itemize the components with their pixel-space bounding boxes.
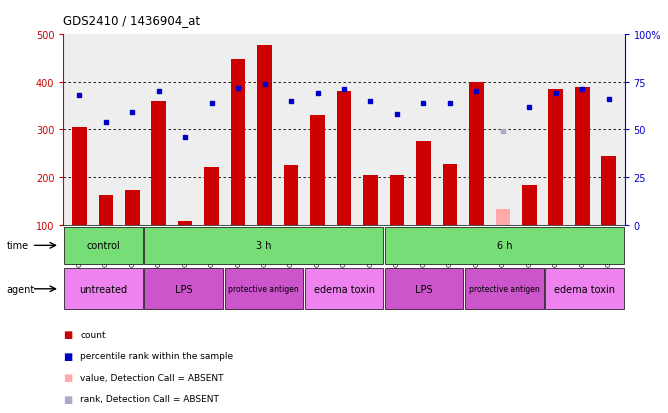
Bar [548, 90, 563, 225]
Text: edema toxin: edema toxin [313, 284, 375, 294]
Text: LPS: LPS [415, 284, 433, 294]
Text: ■: ■ [63, 351, 73, 361]
Bar [601, 156, 616, 225]
Text: untreated: untreated [79, 284, 128, 294]
Text: agent: agent [7, 284, 35, 294]
Bar [144, 227, 383, 264]
Text: ■: ■ [63, 394, 73, 404]
Text: time: time [7, 241, 29, 251]
Bar [125, 191, 140, 225]
Text: edema toxin: edema toxin [554, 284, 615, 294]
Bar [64, 268, 143, 310]
Text: 6 h: 6 h [496, 241, 512, 251]
Text: rank, Detection Call = ABSENT: rank, Detection Call = ABSENT [80, 394, 219, 404]
Bar [224, 268, 303, 310]
Text: GDS2410 / 1436904_at: GDS2410 / 1436904_at [63, 14, 200, 27]
Bar [64, 227, 143, 264]
Bar [99, 195, 113, 225]
Bar [178, 221, 192, 225]
Bar [257, 45, 272, 225]
Bar [469, 83, 484, 225]
Text: percentile rank within the sample: percentile rank within the sample [80, 351, 233, 361]
Bar [385, 227, 624, 264]
Bar [72, 128, 87, 225]
Text: count: count [80, 330, 106, 339]
Text: ■: ■ [63, 330, 73, 339]
Bar [231, 60, 245, 225]
Bar [496, 209, 510, 225]
Bar [545, 268, 624, 310]
Bar [385, 268, 464, 310]
Text: ■: ■ [63, 373, 73, 382]
Text: value, Detection Call = ABSENT: value, Detection Call = ABSENT [80, 373, 224, 382]
Bar [416, 142, 431, 225]
Text: 3 h: 3 h [256, 241, 272, 251]
Bar [363, 175, 378, 225]
Bar [284, 166, 299, 225]
Text: protective antigen: protective antigen [469, 285, 540, 294]
Bar [204, 168, 219, 225]
Text: protective antigen: protective antigen [228, 285, 299, 294]
Bar [389, 175, 404, 225]
Bar [305, 268, 383, 310]
Bar [152, 102, 166, 225]
Bar [310, 116, 325, 225]
Bar [337, 92, 351, 225]
Bar [465, 268, 544, 310]
Text: control: control [87, 241, 120, 251]
Bar [522, 186, 536, 225]
Bar [144, 268, 223, 310]
Text: LPS: LPS [175, 284, 192, 294]
Bar [575, 88, 590, 225]
Bar [443, 164, 457, 225]
